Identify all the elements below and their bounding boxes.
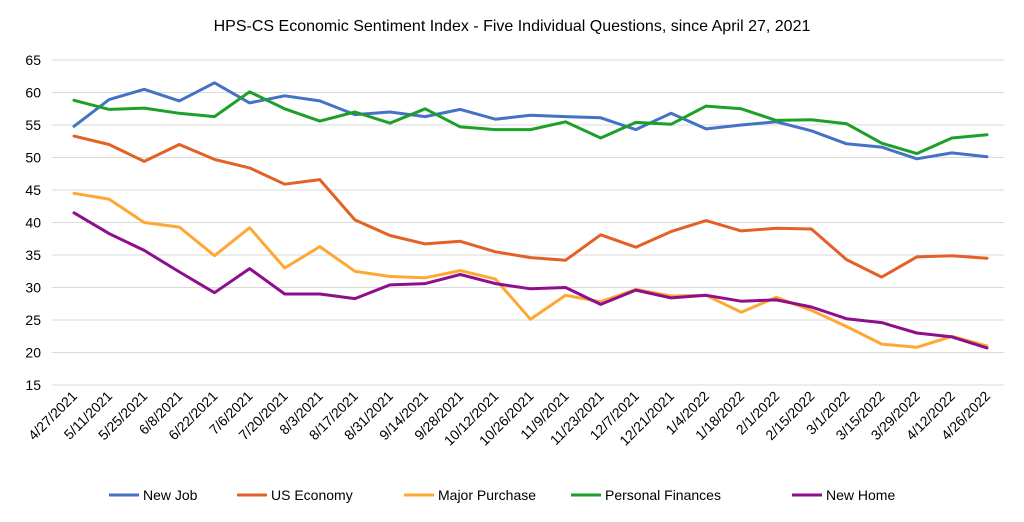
legend-label: US Economy xyxy=(271,487,353,503)
series-line-1 xyxy=(72,134,989,279)
legend-label: New Job xyxy=(143,487,198,503)
legend-label: Major Purchase xyxy=(438,487,536,503)
chart-title: HPS-CS Economic Sentiment Index - Five I… xyxy=(214,18,811,35)
y-tick-label: 40 xyxy=(25,215,41,231)
y-axis-ticks: 15 20 25 30 35 40 45 50 55 60 65 xyxy=(25,52,41,393)
legend-label: New Home xyxy=(826,487,895,503)
legend: New Job US Economy Major Purchase Personal … xyxy=(109,487,895,503)
gridlines xyxy=(52,59,1004,386)
legend-item: New Job xyxy=(109,487,198,503)
series-line-4 xyxy=(72,211,989,350)
y-tick-label: 25 xyxy=(25,312,41,328)
y-tick-label: 15 xyxy=(25,377,41,393)
y-tick-label: 65 xyxy=(25,52,41,68)
legend-item: Major Purchase xyxy=(404,487,536,503)
y-tick-label: 20 xyxy=(25,345,41,361)
legend-item: US Economy xyxy=(237,487,353,503)
series-line-3 xyxy=(72,90,989,156)
y-tick-label: 55 xyxy=(25,117,41,133)
y-tick-label: 45 xyxy=(25,182,41,198)
series-lines xyxy=(72,81,989,350)
series-line-0 xyxy=(72,81,989,161)
series-line-2 xyxy=(72,191,989,349)
y-tick-label: 60 xyxy=(25,85,41,101)
y-tick-label: 35 xyxy=(25,247,41,263)
legend-item: Personal Finances xyxy=(571,487,721,503)
x-axis-ticks: 4/27/20215/11/20215/25/20216/8/20216/22/… xyxy=(25,388,994,449)
y-tick-label: 30 xyxy=(25,280,41,296)
legend-label: Personal Finances xyxy=(605,487,721,503)
legend-item: New Home xyxy=(792,487,895,503)
y-tick-label: 50 xyxy=(25,150,41,166)
